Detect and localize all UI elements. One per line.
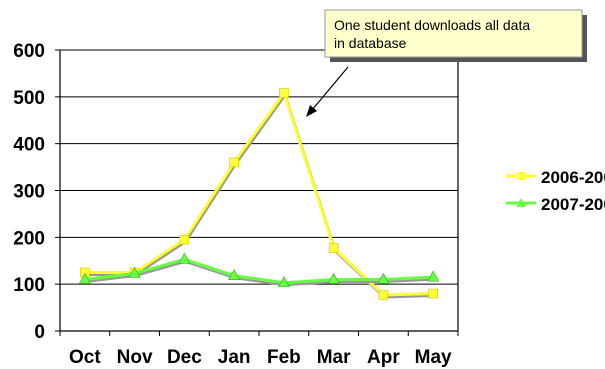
y-tick-label-400: 400 — [13, 135, 45, 156]
x-tick-labels: Oct Nov Dec Jan Feb Mar Apr May — [59, 331, 459, 368]
y-tick-label-300: 300 — [13, 182, 45, 203]
point-2006-2007-apr — [378, 290, 389, 300]
point-2007-2008-apr — [377, 272, 390, 284]
series-line-2006-2007 — [84, 89, 434, 297]
y-tick-label-500: 500 — [13, 88, 45, 109]
legend-label-2006-2007: 2006-2007 — [541, 168, 605, 187]
x-tick-label-oct: Oct — [69, 347, 101, 368]
point-2006-2007-dec — [179, 234, 190, 245]
x-tick-label-dec: Dec — [167, 347, 202, 368]
y-tick-label-200: 200 — [13, 228, 45, 249]
y-tick-label-600: 600 — [13, 41, 45, 62]
point-2006-2007-feb — [279, 88, 289, 98]
series-2007-2008 — [78, 252, 440, 288]
annotation-arrowhead — [306, 105, 317, 117]
point-2006-2007-mar — [328, 243, 339, 253]
point-2006-2007-may — [428, 288, 438, 299]
x-tick-label-may: May — [415, 347, 452, 368]
x-tick-label-jan: Jan — [218, 347, 251, 368]
point-2007-2008-dec — [178, 252, 191, 264]
series-line-2007-2008 — [84, 257, 434, 285]
annotation-box — [324, 9, 583, 58]
point-2007-2008-may — [427, 270, 440, 282]
grid-lines — [55, 49, 458, 332]
y-tick-label-100: 100 — [13, 275, 45, 296]
legend-item-2007-2008: 2007-2008 — [506, 195, 605, 214]
point-2007-2008-oct — [78, 272, 91, 284]
x-tick-label-apr: Apr — [367, 347, 400, 368]
point-2007-2008-mar — [327, 272, 340, 284]
legend-label-2007-2008: 2007-2008 — [541, 195, 605, 214]
x-tick-label-feb: Feb — [267, 347, 301, 368]
x-tick-label-mar: Mar — [317, 347, 351, 368]
y-tick-label-0: 0 — [34, 322, 45, 343]
legend-marker-2007-2008 — [516, 198, 526, 207]
annotation-arrow-line — [311, 66, 349, 111]
series-2006-2007 — [80, 88, 438, 300]
series-shadow-2007-2008 — [85, 259, 435, 287]
y-tick-labels: 0 100 200 300 400 500 600 — [13, 41, 45, 343]
legend-item-2006-2007: 2006-2007 — [506, 168, 605, 187]
legend-marker-2006-2007 — [517, 172, 525, 180]
annotation-callout: One student downloads all data in databa… — [306, 9, 587, 117]
annotation-line-2: in database — [334, 35, 407, 51]
point-2007-2008-feb — [277, 276, 290, 288]
legend: 2006-2007 2007-2008 — [506, 168, 605, 214]
point-2007-2008-nov — [128, 266, 141, 278]
series-layer — [78, 88, 440, 300]
x-tick-label-nov: Nov — [117, 347, 153, 368]
annotation-line-1: One student downloads all data — [334, 17, 530, 33]
point-2007-2008-jan — [228, 269, 241, 281]
point-2006-2007-jan — [229, 157, 239, 168]
